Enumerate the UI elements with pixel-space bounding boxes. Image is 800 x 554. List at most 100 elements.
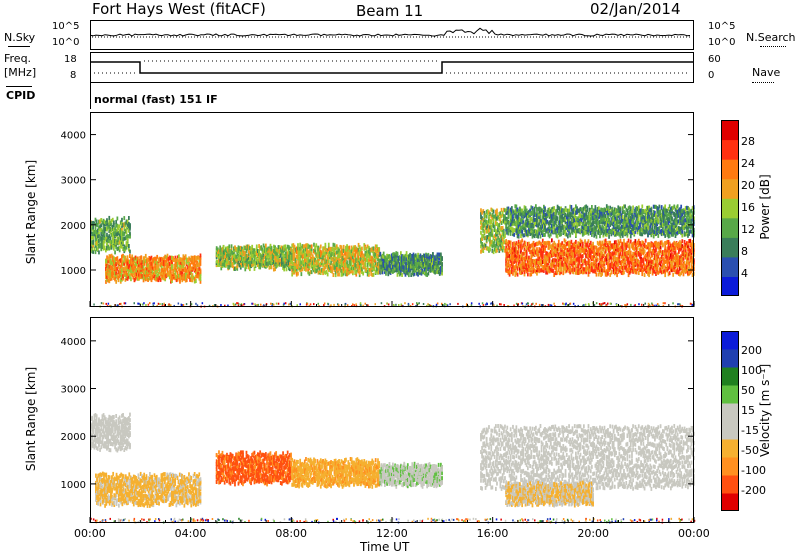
data-cell bbox=[610, 263, 613, 268]
data-cell bbox=[163, 265, 165, 270]
data-cell bbox=[109, 240, 112, 245]
data-cell bbox=[106, 226, 108, 231]
data-cell bbox=[623, 256, 625, 261]
data-cell bbox=[259, 261, 262, 266]
data-cell bbox=[648, 252, 650, 257]
data-cell bbox=[548, 245, 551, 250]
data-cell bbox=[549, 267, 552, 272]
data-cell bbox=[541, 260, 544, 265]
data-cell bbox=[643, 249, 646, 254]
data-cell bbox=[324, 265, 327, 270]
data-cell bbox=[249, 267, 251, 272]
data-cell bbox=[660, 266, 663, 271]
data-cell bbox=[577, 241, 580, 246]
data-cell bbox=[540, 248, 543, 253]
data-cell bbox=[589, 263, 592, 268]
data-cell bbox=[402, 260, 405, 265]
data-cell bbox=[536, 241, 538, 246]
data-cell bbox=[659, 267, 662, 272]
data-cell bbox=[128, 234, 130, 239]
data-cell bbox=[355, 272, 358, 277]
data-cell bbox=[294, 257, 297, 262]
data-cell bbox=[580, 239, 583, 244]
data-cell bbox=[355, 270, 358, 275]
data-cell bbox=[260, 262, 263, 267]
data-cell bbox=[110, 240, 113, 245]
data-cell bbox=[364, 245, 367, 250]
data-cell bbox=[96, 247, 99, 252]
data-cell bbox=[373, 254, 376, 259]
data-cell bbox=[378, 270, 381, 275]
data-cell bbox=[425, 268, 427, 273]
data-cell bbox=[555, 268, 558, 273]
data-cell bbox=[174, 265, 177, 270]
data-cell bbox=[303, 251, 306, 256]
data-cell bbox=[551, 248, 553, 253]
data-cell bbox=[613, 255, 616, 260]
data-cell bbox=[612, 248, 615, 253]
data-cell bbox=[309, 247, 312, 252]
data-cell bbox=[377, 254, 379, 258]
data-cell bbox=[335, 266, 338, 271]
data-cell bbox=[659, 245, 662, 249]
data-cell bbox=[656, 263, 659, 268]
data-cell bbox=[113, 231, 115, 236]
data-cell bbox=[106, 255, 108, 260]
data-cell bbox=[535, 258, 537, 263]
data-cell bbox=[299, 254, 302, 258]
data-cell bbox=[126, 255, 129, 260]
data-cell bbox=[273, 260, 275, 265]
data-cell bbox=[480, 225, 482, 230]
data-cell bbox=[600, 264, 602, 268]
data-cell bbox=[356, 260, 359, 265]
data-cell bbox=[117, 237, 120, 241]
data-cell bbox=[124, 266, 127, 271]
data-cell bbox=[521, 257, 524, 262]
data-cell bbox=[633, 247, 636, 252]
data-cell bbox=[424, 267, 426, 272]
data-cell bbox=[270, 246, 273, 251]
data-cell bbox=[340, 272, 343, 277]
data-cell bbox=[644, 244, 647, 249]
data-cell bbox=[417, 258, 419, 262]
data-cell bbox=[657, 263, 660, 268]
data-cell bbox=[520, 240, 522, 245]
data-cell bbox=[190, 266, 193, 271]
data-cell bbox=[195, 255, 197, 260]
data-cell bbox=[354, 253, 357, 258]
data-cell bbox=[567, 259, 569, 264]
data-cell bbox=[185, 260, 188, 265]
data-cell bbox=[105, 275, 107, 280]
data-cell bbox=[430, 254, 433, 259]
data-cell bbox=[548, 241, 551, 246]
data-cell bbox=[108, 218, 111, 223]
data-cell bbox=[495, 228, 497, 233]
data-cell bbox=[643, 255, 646, 260]
data-cell bbox=[400, 266, 402, 271]
data-cell bbox=[133, 257, 136, 262]
data-cell bbox=[646, 269, 648, 274]
data-cell bbox=[586, 266, 589, 271]
data-cell bbox=[525, 245, 528, 250]
data-cell bbox=[279, 262, 282, 267]
data-cell bbox=[286, 244, 289, 249]
data-cell bbox=[640, 267, 642, 272]
data-cell bbox=[289, 267, 291, 272]
data-cell bbox=[283, 267, 286, 272]
data-cell bbox=[307, 264, 310, 269]
data-cell bbox=[605, 254, 608, 259]
data-cell bbox=[501, 237, 504, 242]
data-cell bbox=[234, 253, 236, 258]
data-cell bbox=[663, 250, 665, 255]
data-cell bbox=[538, 261, 541, 265]
data-cell bbox=[559, 251, 561, 256]
data-cell bbox=[260, 254, 263, 259]
data-cell bbox=[191, 275, 194, 280]
data-cell bbox=[540, 259, 543, 264]
data-cell bbox=[191, 258, 194, 263]
data-cell bbox=[556, 270, 559, 275]
data-cell bbox=[354, 265, 357, 270]
data-cell bbox=[660, 254, 663, 259]
data-cell bbox=[236, 266, 239, 271]
data-cell bbox=[402, 254, 405, 259]
